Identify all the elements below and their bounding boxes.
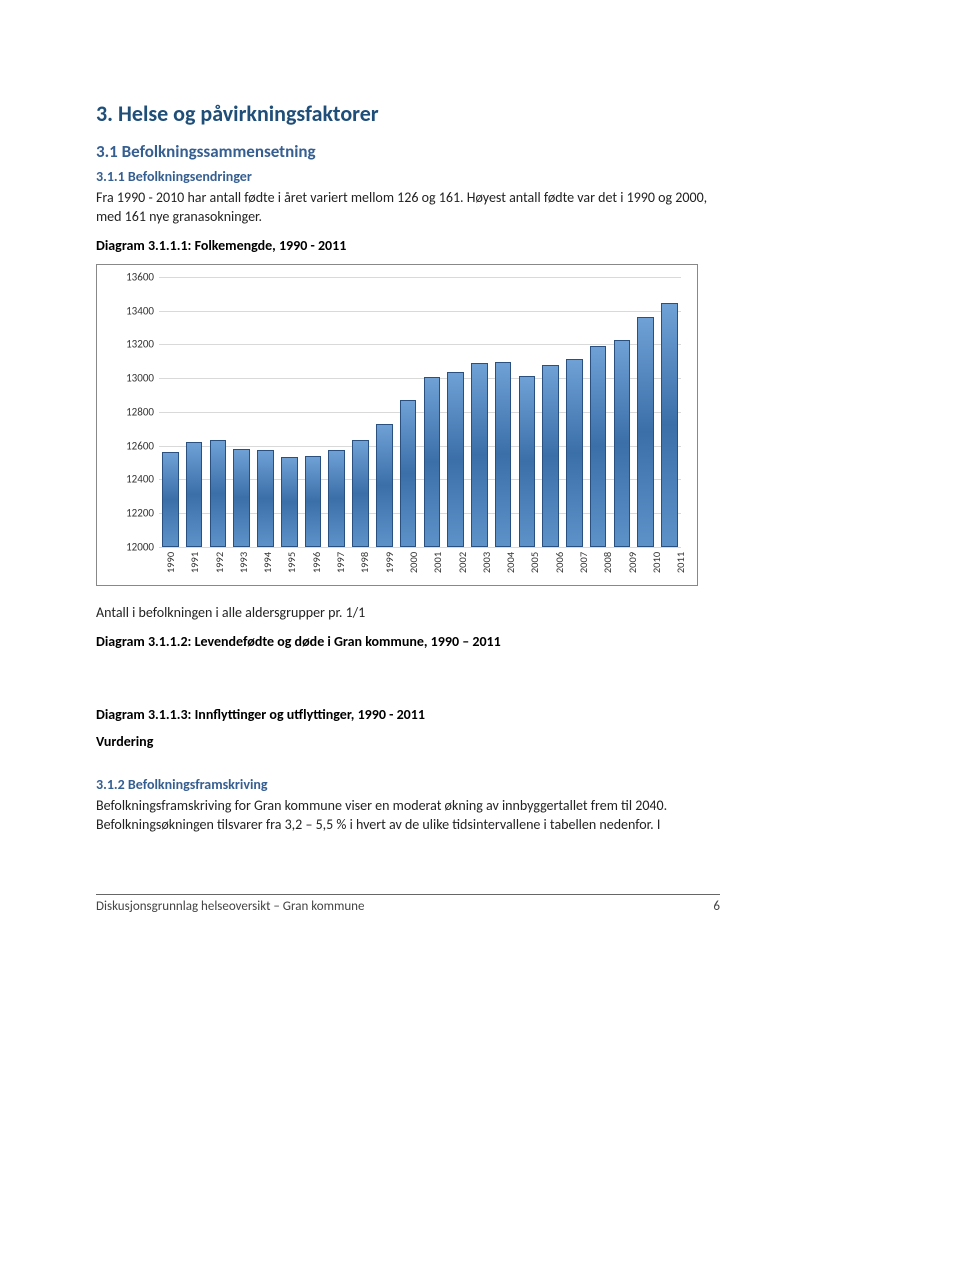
chart-bar: [612, 277, 633, 547]
chart-bar: [469, 277, 490, 547]
chart-x-label: 1993: [233, 549, 254, 577]
chart-bar: [350, 277, 371, 547]
chart-x-label: 1995: [281, 549, 302, 577]
chart-bar: [540, 277, 561, 547]
chart-bar: [659, 277, 680, 547]
chart-y-label: 12400: [109, 473, 154, 486]
chart-y-label: 13200: [109, 338, 154, 351]
chart-bar: [160, 277, 181, 547]
chart-bar: [516, 277, 537, 547]
chart-x-label: 2000: [403, 549, 424, 577]
chart-x-label: 1999: [379, 549, 400, 577]
chart-y-label: 12200: [109, 507, 154, 520]
chart-y-label: 13000: [109, 372, 154, 385]
chart-bar: [445, 277, 466, 547]
chart-x-label: 2008: [597, 549, 618, 577]
chart-bar: [564, 277, 585, 547]
chart-bar: [398, 277, 419, 547]
chart-x-label: 1998: [354, 549, 375, 577]
chart-x-label: 1997: [330, 549, 351, 577]
chart-x-label: 1991: [184, 549, 205, 577]
chart-x-label: 2005: [524, 549, 545, 577]
chart-y-label: 12600: [109, 439, 154, 452]
chart-bar: [208, 277, 229, 547]
section-heading: 3. Helse og påvirkningsfaktorer: [96, 100, 720, 127]
chart-bar: [421, 277, 442, 547]
chart-y-label: 12000: [109, 540, 154, 553]
chart-x-label: 1994: [257, 549, 278, 577]
subsection-heading: 3.1 Befolkningssammensetning: [96, 141, 720, 162]
chart-x-label: 2001: [427, 549, 448, 577]
chart-x-label: 2011: [670, 549, 691, 577]
chart-x-label: 2007: [573, 549, 594, 577]
chart-bar: [279, 277, 300, 547]
body-paragraph-1: Fra 1990 - 2010 har antall fødte i året …: [96, 189, 720, 227]
chart-bar: [493, 277, 514, 547]
diagram-caption-1: Diagram 3.1.1.1: Folkemengde, 1990 - 201…: [96, 237, 720, 254]
subsubsection-heading-2: 3.1.2 Befolkningsframskriving: [96, 776, 720, 793]
footer-text: Diskusjonsgrunnlag helseoversikt – Gran …: [96, 899, 364, 914]
chart-gridline: [159, 547, 681, 548]
diagram-caption-3: Diagram 3.1.1.3: Innflyttinger og utflyt…: [96, 706, 720, 723]
chart-y-label: 13400: [109, 304, 154, 317]
chart-x-label: 2009: [622, 549, 643, 577]
chart-x-label: 2003: [476, 549, 497, 577]
chart-bar: [231, 277, 252, 547]
chart-bar: [255, 277, 276, 547]
chart-bar: [588, 277, 609, 547]
chart-y-label: 13600: [109, 270, 154, 283]
chart-y-label: 12800: [109, 405, 154, 418]
chart-folkemengde: 1990199119921993199419951996199719981999…: [96, 264, 698, 586]
chart-bar: [635, 277, 656, 547]
page-footer: Diskusjonsgrunnlag helseoversikt – Gran …: [96, 894, 720, 914]
chart-bar: [303, 277, 324, 547]
body-paragraph-3: Befolkningsframskriving for Gran kommune…: [96, 797, 720, 835]
chart-bar: [184, 277, 205, 547]
page-number: 6: [713, 899, 720, 914]
vurdering-heading: Vurdering: [96, 733, 720, 750]
chart-x-label: 1996: [306, 549, 327, 577]
chart-x-label: 2002: [452, 549, 473, 577]
chart-x-label: 2004: [500, 549, 521, 577]
body-paragraph-2: Antall i befolkningen i alle aldersgrupp…: [96, 604, 720, 623]
chart-x-label: 1992: [209, 549, 230, 577]
chart-bar: [326, 277, 347, 547]
chart-bar: [374, 277, 395, 547]
diagram-caption-2: Diagram 3.1.1.2: Levendefødte og døde i …: [96, 633, 720, 650]
chart-x-label: 1990: [160, 549, 181, 577]
subsubsection-heading-1: 3.1.1 Befolkningsendringer: [96, 168, 720, 185]
chart-x-label: 2006: [549, 549, 570, 577]
chart-x-label: 2010: [646, 549, 667, 577]
